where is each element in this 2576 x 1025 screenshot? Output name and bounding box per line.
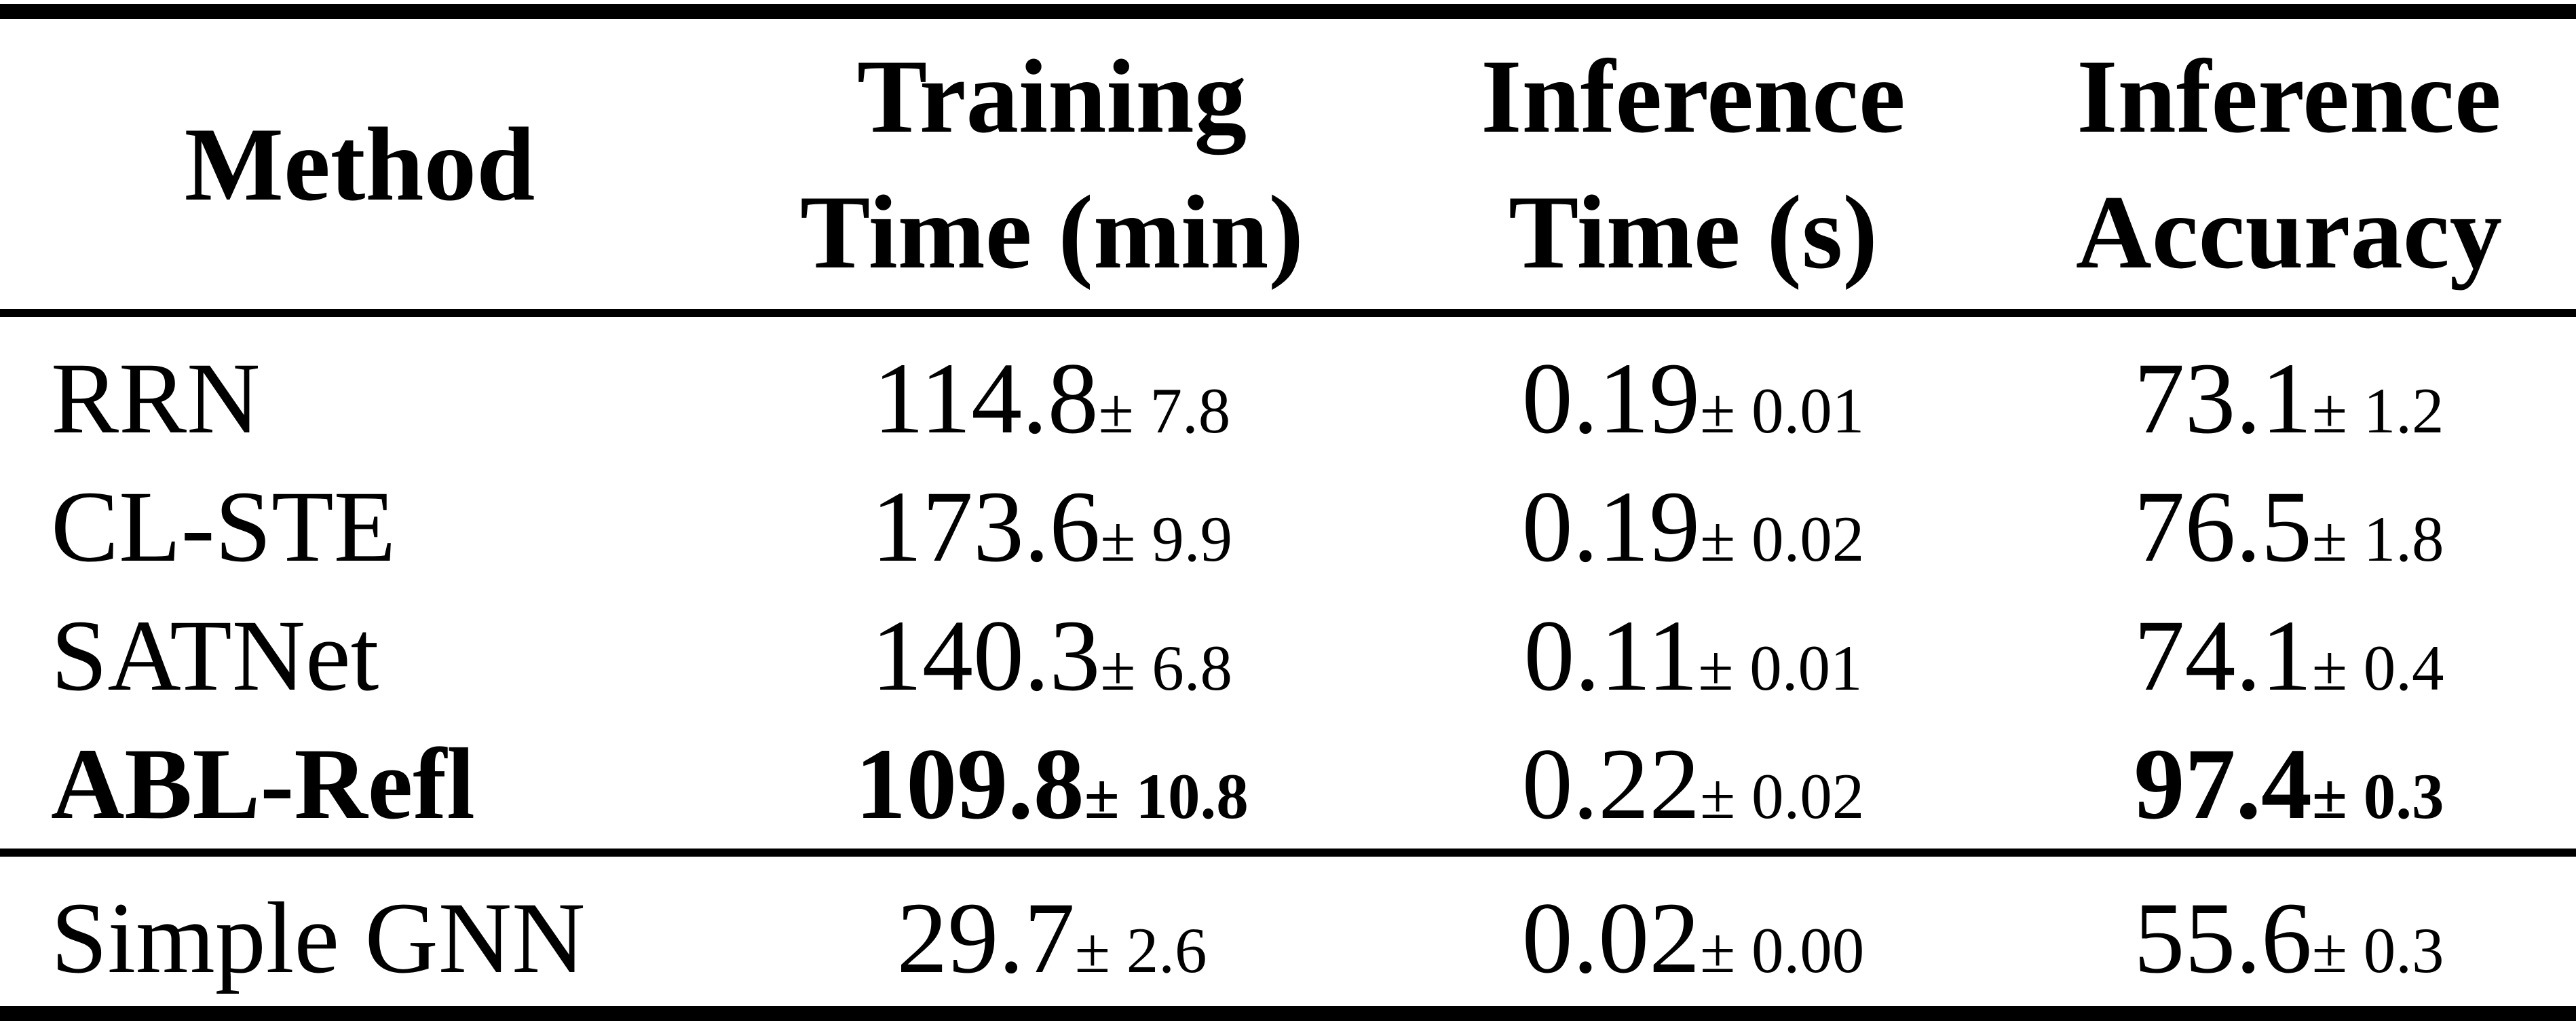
- inference-time-value: 0.02: [1521, 882, 1701, 994]
- table-row-simple-gnn: Simple GNN 29.7± 2.6 0.02± 0.00 55.6± 0.…: [0, 870, 2576, 1006]
- table-row-abl-refl: ABL-Refl 109.8± 10.8 0.22± 0.02 97.4± 0.…: [0, 720, 2576, 849]
- inference-accuracy-cell: 74.1± 0.4: [2002, 597, 2576, 714]
- col-header-inference-time-line1: Inference: [1481, 37, 1906, 155]
- training-time-value: 173.6: [871, 470, 1101, 584]
- inference-time-error: ± 0.02: [1700, 760, 1865, 833]
- training-time-error: ± 2.6: [1074, 914, 1207, 986]
- training-time-error: ± 9.9: [1100, 503, 1233, 576]
- inference-time-value: 0.19: [1521, 470, 1701, 584]
- inference-accuracy-value: 74.1: [2134, 599, 2312, 712]
- header-row: Method Training Time (min) Inference Tim…: [0, 19, 2576, 309]
- inference-accuracy-value: 55.6: [2134, 882, 2312, 994]
- inference-time-cell: 0.19± 0.01: [1384, 340, 2002, 457]
- inference-accuracy-error: ± 1.2: [2311, 374, 2444, 447]
- training-time-cell: 173.6± 9.9: [719, 468, 1384, 585]
- col-header-method: Method: [0, 96, 719, 232]
- inference-accuracy-value: 97.4: [2134, 728, 2312, 841]
- inference-time-error: ± 0.02: [1700, 503, 1865, 576]
- method-name: Simple GNN: [51, 882, 586, 994]
- table-body: RRN 114.8± 7.8 0.19± 0.01 73.1± 1.2 CL-S…: [0, 317, 2576, 849]
- table-row-satnet: SATNet 140.3± 6.8 0.11± 0.01 74.1± 0.4: [0, 591, 2576, 720]
- inference-time-cell: 0.22± 0.02: [1384, 726, 2002, 842]
- table-footer: Simple GNN 29.7± 2.6 0.02± 0.00 55.6± 0.…: [0, 857, 2576, 1006]
- training-time-value: 29.7: [896, 882, 1075, 994]
- col-header-method-label: Method: [184, 105, 535, 223]
- col-header-inference-accuracy-line1: Inference: [2077, 37, 2501, 155]
- header-separator-rule: [0, 309, 2576, 317]
- inference-accuracy-error: ± 0.3: [2311, 914, 2444, 986]
- inference-accuracy-value: 73.1: [2134, 341, 2312, 455]
- method-name: ABL-Refl: [51, 728, 475, 841]
- bottom-margin: [0, 1021, 2576, 1025]
- inference-time-value: 0.19: [1521, 341, 1701, 455]
- training-time-cell: 109.8± 10.8: [719, 726, 1384, 842]
- body-footer-separator-rule: [0, 849, 2576, 857]
- training-time-cell: 114.8± 7.8: [719, 340, 1384, 457]
- training-time-value: 109.8: [855, 728, 1084, 841]
- method-name: SATNet: [51, 599, 379, 712]
- method-name: CL-STE: [51, 470, 396, 584]
- training-time-value: 114.8: [873, 341, 1099, 455]
- inference-accuracy-error: ± 0.4: [2311, 631, 2444, 704]
- inference-time-error: ± 0.01: [1698, 631, 1863, 704]
- table-row-cl-ste: CL-STE 173.6± 9.9 0.19± 0.02 76.5± 1.8: [0, 463, 2576, 592]
- col-header-inference-accuracy: Inference Accuracy: [2002, 29, 2576, 300]
- table-row-rrn: RRN 114.8± 7.8 0.19± 0.01 73.1± 1.2: [0, 334, 2576, 463]
- training-time-cell: 140.3± 6.8: [719, 597, 1384, 714]
- inference-accuracy-cell: 76.5± 1.8: [2002, 468, 2576, 585]
- col-header-inference-time-line2: Time (s): [1509, 173, 1878, 291]
- training-time-error: ± 6.8: [1100, 631, 1233, 704]
- training-time-error: ± 7.8: [1098, 374, 1231, 447]
- inference-time-value: 0.22: [1521, 728, 1701, 841]
- col-header-inference-accuracy-line2: Accuracy: [2075, 173, 2503, 291]
- inference-accuracy-value: 76.5: [2134, 470, 2312, 584]
- inference-accuracy-cell: 97.4± 0.3: [2002, 726, 2576, 842]
- table-bottom-rule: [0, 1006, 2576, 1021]
- inference-time-cell: 0.02± 0.00: [1384, 880, 2002, 996]
- inference-accuracy-error: ± 1.8: [2311, 503, 2444, 576]
- inference-accuracy-error: ± 0.3: [2311, 760, 2444, 833]
- training-time-cell: 29.7± 2.6: [719, 880, 1384, 996]
- inference-time-value: 0.11: [1523, 599, 1699, 712]
- inference-time-cell: 0.11± 0.01: [1384, 597, 2002, 714]
- col-header-training-line1: Training: [856, 37, 1247, 155]
- col-header-training-line2: Time (min): [800, 173, 1304, 291]
- inference-accuracy-cell: 55.6± 0.3: [2002, 880, 2576, 996]
- inference-time-error: ± 0.00: [1700, 914, 1865, 986]
- training-time-error: ± 10.8: [1084, 760, 1249, 833]
- training-time-value: 140.3: [871, 599, 1101, 712]
- col-header-training-time: Training Time (min): [719, 29, 1384, 300]
- inference-accuracy-cell: 73.1± 1.2: [2002, 340, 2576, 457]
- inference-time-cell: 0.19± 0.02: [1384, 468, 2002, 585]
- method-name: RRN: [51, 341, 261, 455]
- table-header: Method Training Time (min) Inference Tim…: [0, 19, 2576, 309]
- col-header-inference-time: Inference Time (s): [1384, 29, 2002, 300]
- inference-time-error: ± 0.01: [1700, 374, 1865, 447]
- table-top-rule: [0, 4, 2576, 19]
